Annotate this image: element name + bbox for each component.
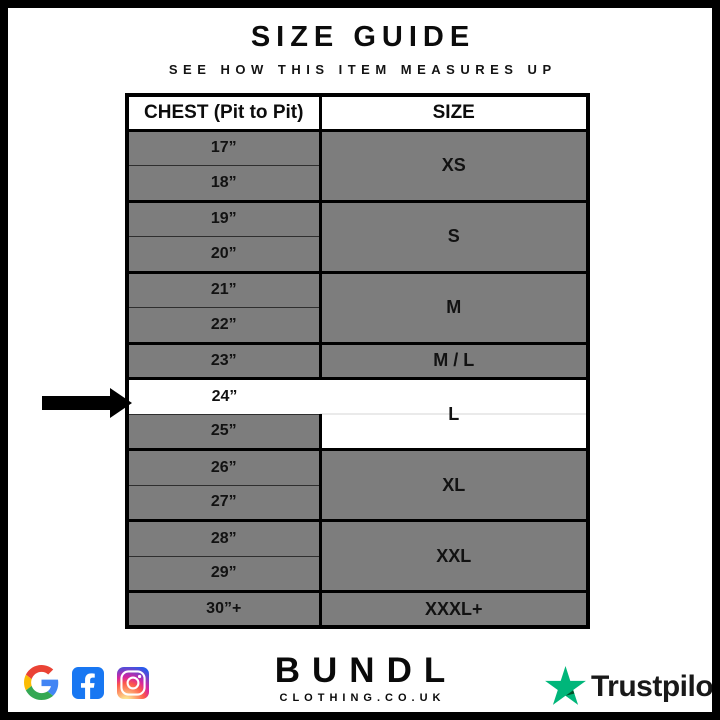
table-row: 29” xyxy=(127,556,588,593)
table-row: 22” xyxy=(127,307,588,345)
table-row: 19” S xyxy=(127,201,588,274)
table-row: 17” XS xyxy=(127,130,588,203)
size-cell: S xyxy=(318,201,588,274)
table-header-row: CHEST (Pit to Pit) SIZE xyxy=(127,95,588,132)
chest-cell: 27” xyxy=(127,485,320,522)
column-header-size: SIZE xyxy=(318,95,588,132)
google-icon xyxy=(24,665,59,700)
column-header-chest: CHEST (Pit to Pit) xyxy=(127,95,320,132)
arrow-head xyxy=(110,388,132,418)
chest-cell: 23” xyxy=(127,343,320,380)
social-icons xyxy=(24,665,149,700)
chest-cell: 30”+ xyxy=(127,591,320,629)
page-title: SIZE GUIDE xyxy=(250,21,476,53)
size-cell: XS xyxy=(318,130,588,203)
chest-cell: 29” xyxy=(127,556,320,593)
brand-domain: CLOTHING.CO.UK xyxy=(279,692,446,704)
facebook-icon xyxy=(72,666,104,699)
chest-cell: 25” xyxy=(127,414,322,451)
size-cell-highlighted: L xyxy=(320,378,588,451)
table-row: 20” xyxy=(127,236,588,274)
page-subtitle: SEE HOW THIS ITEM MEASURES UP xyxy=(168,62,557,77)
chest-cell: 20” xyxy=(127,236,320,274)
instagram-icon xyxy=(117,666,149,699)
size-cell: XXL xyxy=(318,520,588,593)
table-row: 21” M xyxy=(127,272,588,345)
chest-cell: 17” xyxy=(127,130,320,166)
chest-cell: 28” xyxy=(127,520,320,557)
chest-cell: 22” xyxy=(127,307,320,345)
table-row: 25” xyxy=(127,414,588,451)
chest-cell-highlighted: 24” xyxy=(127,378,320,415)
trustpilot-wordmark: Trustpilot xyxy=(591,669,720,703)
size-table: CHEST (Pit to Pit) SIZE 17” XS 18” 19” S… xyxy=(125,93,590,629)
size-cell: XXXL+ xyxy=(318,591,588,629)
trustpilot-logo: Trustpilot xyxy=(545,666,720,705)
size-cell: XL xyxy=(318,449,588,522)
highlight-arrow-icon xyxy=(42,388,132,418)
trustpilot-star-icon xyxy=(545,666,586,705)
brand-logo: BUNDL CLOTHING.CO.UK xyxy=(8,653,712,704)
arrow-shaft xyxy=(42,396,110,410)
size-cell: M xyxy=(318,272,588,345)
table-row: 28” XXL xyxy=(127,520,588,593)
table-row: 30”+ XXXL+ xyxy=(127,591,588,629)
chest-cell: 21” xyxy=(127,272,320,308)
table-row: 18” xyxy=(127,165,588,203)
table-row: 23” M / L xyxy=(127,343,588,380)
table-row: 27” xyxy=(127,485,588,522)
table-row: 26” XL xyxy=(127,449,588,522)
chest-cell: 26” xyxy=(127,449,320,486)
chest-cell: 18” xyxy=(127,165,320,203)
chest-cell: 19” xyxy=(127,201,320,237)
size-cell: M / L xyxy=(318,343,588,380)
table-row-highlighted: 24” L xyxy=(127,378,588,451)
brand-name: BUNDL xyxy=(274,651,458,690)
